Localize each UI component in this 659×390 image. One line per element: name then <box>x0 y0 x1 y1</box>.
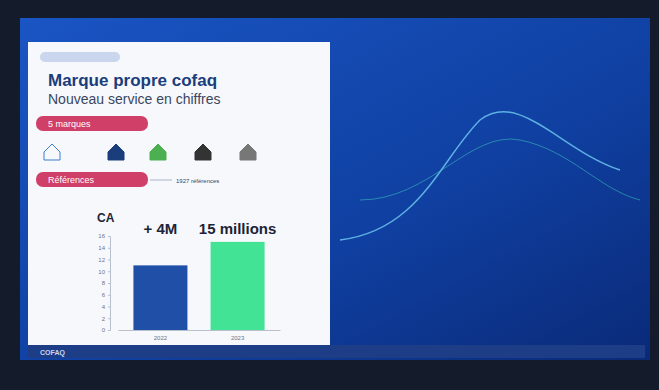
y-axis-line <box>108 237 111 331</box>
x-tick: 2023 <box>231 330 245 341</box>
y-tick-mark <box>108 260 110 261</box>
x-tick-label: 2022 <box>154 335 168 341</box>
decoration-curve <box>360 139 640 200</box>
y-tick: 10 <box>98 269 110 275</box>
footer-bar <box>28 345 645 358</box>
y-tick-mark <box>108 248 110 249</box>
y-tick: 12 <box>98 257 110 263</box>
page: COFAQ Marque propre cofaqNouveau service … <box>0 0 659 390</box>
y-tick-mark <box>108 295 110 296</box>
annotation: + 4M <box>144 220 178 237</box>
section: Références 1927 références <box>36 172 219 187</box>
section: 5 marques <box>36 116 148 131</box>
y-tick-label: 14 <box>98 245 105 251</box>
y-tick: 4 <box>102 304 110 310</box>
slide-subtitle: Nouveau service en chiffres <box>48 91 221 107</box>
y-tick: 0 <box>102 327 110 333</box>
brand-icon <box>195 144 211 160</box>
brand-icon <box>150 144 166 160</box>
y-tick: 2 <box>102 316 110 322</box>
y-tick-mark <box>108 307 110 308</box>
y-tick-label: 0 <box>102 327 106 333</box>
y-tick-label: 2 <box>102 316 106 322</box>
y-tick-mark <box>108 271 110 272</box>
y-axis: 0 2 4 6 8 10 12 14 16 <box>98 233 110 333</box>
slide-photo: COFAQ Marque propre cofaqNouveau service … <box>0 0 659 390</box>
brand-icon <box>240 144 256 160</box>
section-pill <box>36 172 148 187</box>
x-tick: 2022 <box>154 330 168 341</box>
x-axis-line <box>119 330 281 331</box>
y-tick-label: 6 <box>102 292 106 298</box>
decoration-curve <box>340 112 620 240</box>
y-tick: 14 <box>98 245 110 251</box>
y-tick-label: 8 <box>102 280 106 286</box>
bar <box>133 265 187 330</box>
section-rule <box>150 180 172 181</box>
y-tick-label: 10 <box>98 269 105 275</box>
room-background <box>0 0 659 390</box>
y-tick-mark <box>108 283 110 284</box>
brand-logos <box>44 144 256 160</box>
annotation: 15 millions <box>199 220 277 237</box>
x-tick-label: 2023 <box>231 335 245 341</box>
screen <box>20 18 650 360</box>
slide-panel <box>28 42 330 345</box>
section-text: 1927 références <box>176 178 219 184</box>
header-tag <box>40 52 120 62</box>
y-tick-mark <box>108 318 110 319</box>
chart-title: CA <box>97 211 115 225</box>
section-label: Références <box>48 175 95 185</box>
decoration <box>340 112 640 240</box>
bars <box>133 242 264 330</box>
y-tick-label: 12 <box>98 257 105 263</box>
brand-icon <box>44 144 60 160</box>
y-tick: 6 <box>102 292 110 298</box>
section-pill <box>36 116 148 131</box>
y-tick-label: 16 <box>98 233 105 239</box>
y-tick-mark <box>108 236 110 237</box>
y-tick: 16 <box>98 233 110 239</box>
section-label: 5 marques <box>48 119 91 129</box>
slide-title: Marque propre cofaq <box>48 71 217 90</box>
y-tick-mark <box>108 330 110 331</box>
brand-icon <box>108 144 124 160</box>
bar <box>211 242 265 330</box>
footer-text: COFAQ <box>40 349 65 357</box>
x-axis: 2022 2023 <box>119 330 281 341</box>
y-tick-label: 4 <box>102 304 106 310</box>
y-tick: 8 <box>102 280 110 286</box>
